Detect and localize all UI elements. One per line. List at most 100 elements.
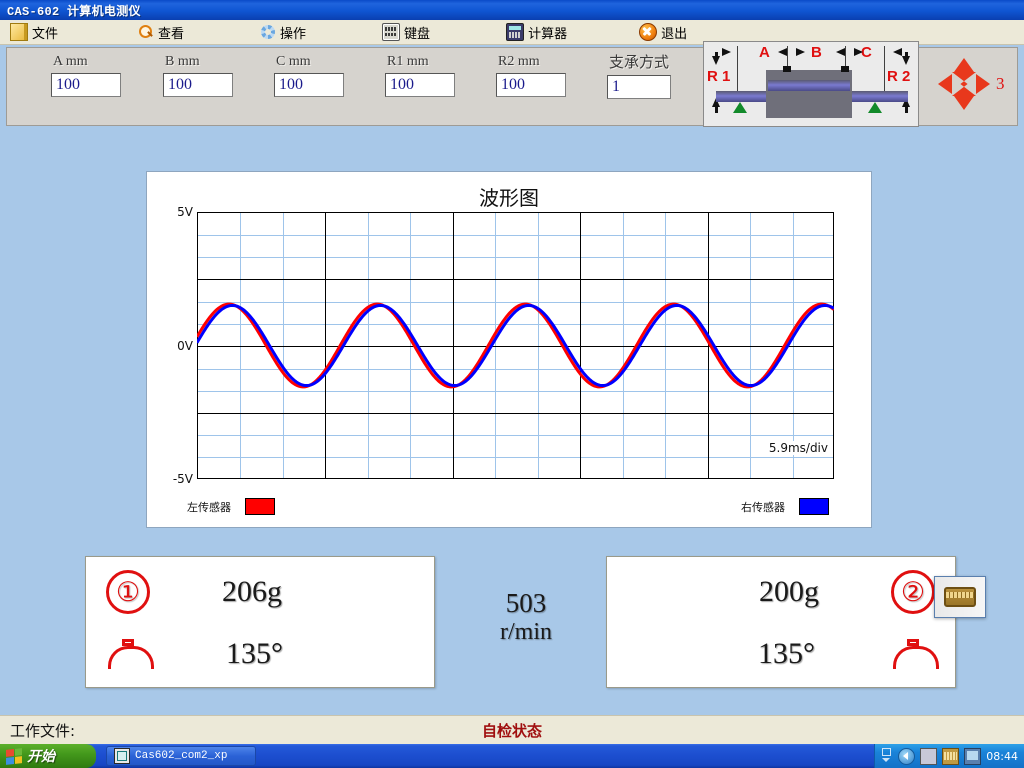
field-c-label: C mm [276,54,311,69]
field-a-input[interactable]: 100 [51,73,121,97]
measurement-left-angle-row: 135° [86,621,434,687]
field-r2-input[interactable]: 100 [496,73,566,97]
measurement-left-angle: 135° [226,637,283,670]
waveform-title: 波形图 [479,186,539,210]
field-c: C mm 100 [274,54,344,97]
file-icon [10,23,28,41]
measurement-right-angle-row: 135° [607,621,955,687]
schematic-dim-c: C [861,44,872,61]
waveform-traces [197,302,834,389]
menu-item-view-label: 查看 [158,25,185,41]
menu-item-keyboard[interactable]: 键盘 [374,20,438,44]
schematic-arrow-c-right [893,48,902,56]
gear-icon [260,24,276,40]
system-tray: 08:44 [874,744,1024,768]
schematic-r2-tick-top [905,52,908,58]
legend-left-sensor: 左传感器 [187,498,275,515]
search-icon [138,24,154,40]
self-check-status: 自检状态 [481,722,542,740]
schematic-arrow-r1-down [712,56,720,65]
schematic-arrow-b-right [836,48,845,56]
arrow-left-icon[interactable] [938,74,952,94]
field-a-label: A mm [53,54,88,69]
field-b-input[interactable]: 100 [163,73,233,97]
schematic-support-left [733,102,747,113]
measurement-right-angle: 135° [758,637,815,670]
field-r1-input[interactable]: 100 [385,73,455,97]
rotation-speed-unit: r/min [500,619,552,645]
angle-icon-right [890,639,939,669]
menu-item-file[interactable]: 文件 [2,20,66,44]
arrow-down-icon[interactable] [954,96,974,110]
legend-right-sensor-label: 右传感器 [741,500,785,514]
status-bar: 工作文件: 自检状态 [0,715,1024,745]
measurement-left-mass-row: ① 206g [86,559,434,625]
waveform-plot-area: 5.9ms/div [197,212,834,479]
schematic-rotor-highlight [768,80,850,91]
legend-left-sensor-label: 左传感器 [187,500,231,514]
schematic-arrow-r1-up [712,98,720,107]
schematic-refline-2 [787,46,788,74]
field-r1: R1 mm 100 [385,54,455,97]
menu-item-keyboard-label: 键盘 [404,25,431,41]
waveform-trace-right-sensor [197,303,834,388]
direction-pad-center-icon[interactable] [952,72,976,96]
y-axis-label-zero: 0V [177,339,193,353]
application-icon [114,748,130,764]
field-c-input[interactable]: 100 [274,73,344,97]
field-b-label: B mm [165,54,200,69]
schematic-r1-label: R 1 [707,68,731,85]
tray-expand-icon[interactable] [898,747,916,765]
keyboard-icon [382,23,401,41]
field-r1-label: R1 mm [387,54,429,69]
menu-item-exit[interactable]: 退出 [631,20,695,44]
display-icon[interactable] [964,747,982,765]
measurement-panel-left: ① 206g 135° [85,556,435,688]
waveform-grid [197,212,834,479]
taskbar-item-cas602[interactable]: Cas602_com2_xp [106,746,256,766]
rotation-speed-display: 503 r/min [462,588,590,646]
schematic-refline-3 [845,46,846,74]
menu-item-exit-label: 退出 [661,25,688,41]
legend-right-sensor: 右传感器 [741,498,829,515]
angle-icon-left [105,639,154,669]
show-desktop-icon[interactable] [881,747,892,765]
network-icon[interactable] [920,747,938,765]
plane-marker-1-icon: ① [106,570,150,614]
keyboard-layout-icon[interactable] [942,747,960,765]
measurement-right-mass-row: 200g ② [607,559,955,625]
arrow-right-icon[interactable] [976,74,990,94]
field-a: A mm 100 [51,54,121,97]
window-title: CAS-602 计算机电测仪 [7,4,141,19]
schematic-r1-tick-bottom [715,107,718,113]
field-support-mode-input[interactable]: 1 [607,75,671,99]
measurement-right-mass: 200g [759,575,819,608]
plane-marker-2-icon: ② [891,570,935,614]
field-b: B mm 100 [163,54,233,97]
onscreen-keyboard-button[interactable] [934,576,986,618]
measurement-left-mass: 206g [222,575,282,608]
menu-item-view[interactable]: 查看 [130,20,192,44]
menu-item-operation-label: 操作 [280,25,307,41]
schematic-arrow-r2-up [902,98,910,107]
start-button[interactable]: 开始 [0,744,96,768]
keyboard-icon [944,587,976,607]
rotation-speed-value: 503 [505,588,547,618]
menu-item-operation[interactable]: 操作 [252,20,314,44]
menu-bar: 文件 查看 操作 键盘 计算器 退出 [0,20,1024,45]
start-button-label: 开始 [27,749,55,765]
waveform-panel: 波形图 5V 0V -5V [146,171,872,528]
arrow-up-icon[interactable] [954,58,974,72]
schematic-correction-plane-1 [783,66,791,72]
menu-item-calculator-label: 计算器 [528,25,568,41]
schematic-arrow-a-left [722,48,731,56]
schematic-dim-a: A [759,44,770,61]
menu-item-calculator[interactable]: 计算器 [498,20,575,44]
legend-left-sensor-swatch [245,498,275,515]
rotor-schematic: A B C R 1 R 2 [703,41,919,127]
schematic-rotor-body [766,70,852,118]
waveform-trace-left-sensor [197,302,834,389]
taskbar-item-label: Cas602_com2_xp [135,750,228,762]
direction-pad-icon[interactable] [938,58,990,110]
y-axis-label-min: -5V [172,472,193,486]
